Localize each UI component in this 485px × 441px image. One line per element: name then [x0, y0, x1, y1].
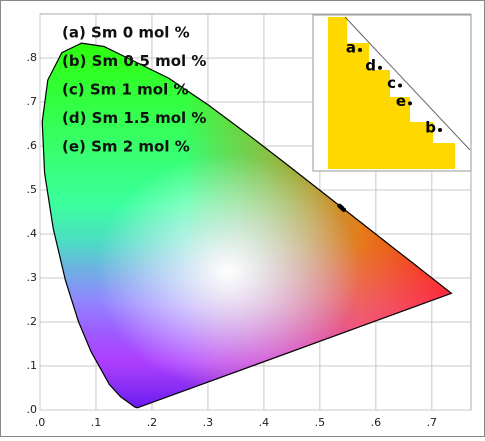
point — [340, 206, 345, 211]
legend-entry: (e) Sm 2 mol % — [62, 138, 190, 156]
legend-entry: (c) Sm 1 mol % — [62, 81, 188, 99]
x-tick-label: .7 — [427, 416, 438, 429]
inset-point — [358, 48, 362, 52]
y-tick-label: .0 — [27, 403, 38, 416]
inset-label: b — [425, 119, 436, 137]
inset-point — [378, 65, 382, 70]
inset-region — [328, 17, 455, 169]
legend: (a) Sm 0 mol % (b) Sm 0.5 mol % (c) Sm 1 m… — [62, 24, 206, 156]
legend-entry: (d) Sm 1.5 mol % — [62, 109, 206, 127]
points — [337, 203, 347, 212]
y-tick-label: .8 — [27, 51, 38, 64]
x-tick-label: .1 — [91, 416, 102, 429]
y-tick-label: .7 — [27, 95, 38, 108]
y-tick-label: .5 — [27, 183, 38, 196]
x-tick-label: .6 — [371, 416, 382, 429]
x-tick-label: .4 — [259, 416, 270, 429]
inset-label: d — [365, 56, 376, 74]
inset-label: c — [387, 74, 396, 92]
inset-line — [344, 16, 471, 151]
inset-point — [398, 83, 402, 88]
x-tick-label: .0 — [35, 416, 46, 429]
spectral-locus — [41, 42, 453, 409]
y-tick-label: .2 — [27, 315, 38, 328]
x-tick-label: .2 — [147, 416, 158, 429]
legend-entry: (a) Sm 0 mol % — [62, 24, 190, 42]
inset: a b cd e — [312, 14, 472, 172]
y-tick-label: .6 — [27, 139, 38, 152]
y-tick-label: .3 — [27, 271, 38, 284]
inset-point — [438, 128, 442, 132]
legend-entry: (b) Sm 0.5 mol % — [62, 52, 206, 70]
y-tick-label: .1 — [27, 359, 38, 372]
x-tick-label: .5 — [315, 416, 326, 429]
y-tick-label: .4 — [27, 227, 38, 240]
inset-label: a — [346, 39, 356, 57]
inset-label: e — [396, 92, 406, 110]
x-tick-label: .3 — [203, 416, 214, 429]
inset-point — [408, 101, 412, 106]
